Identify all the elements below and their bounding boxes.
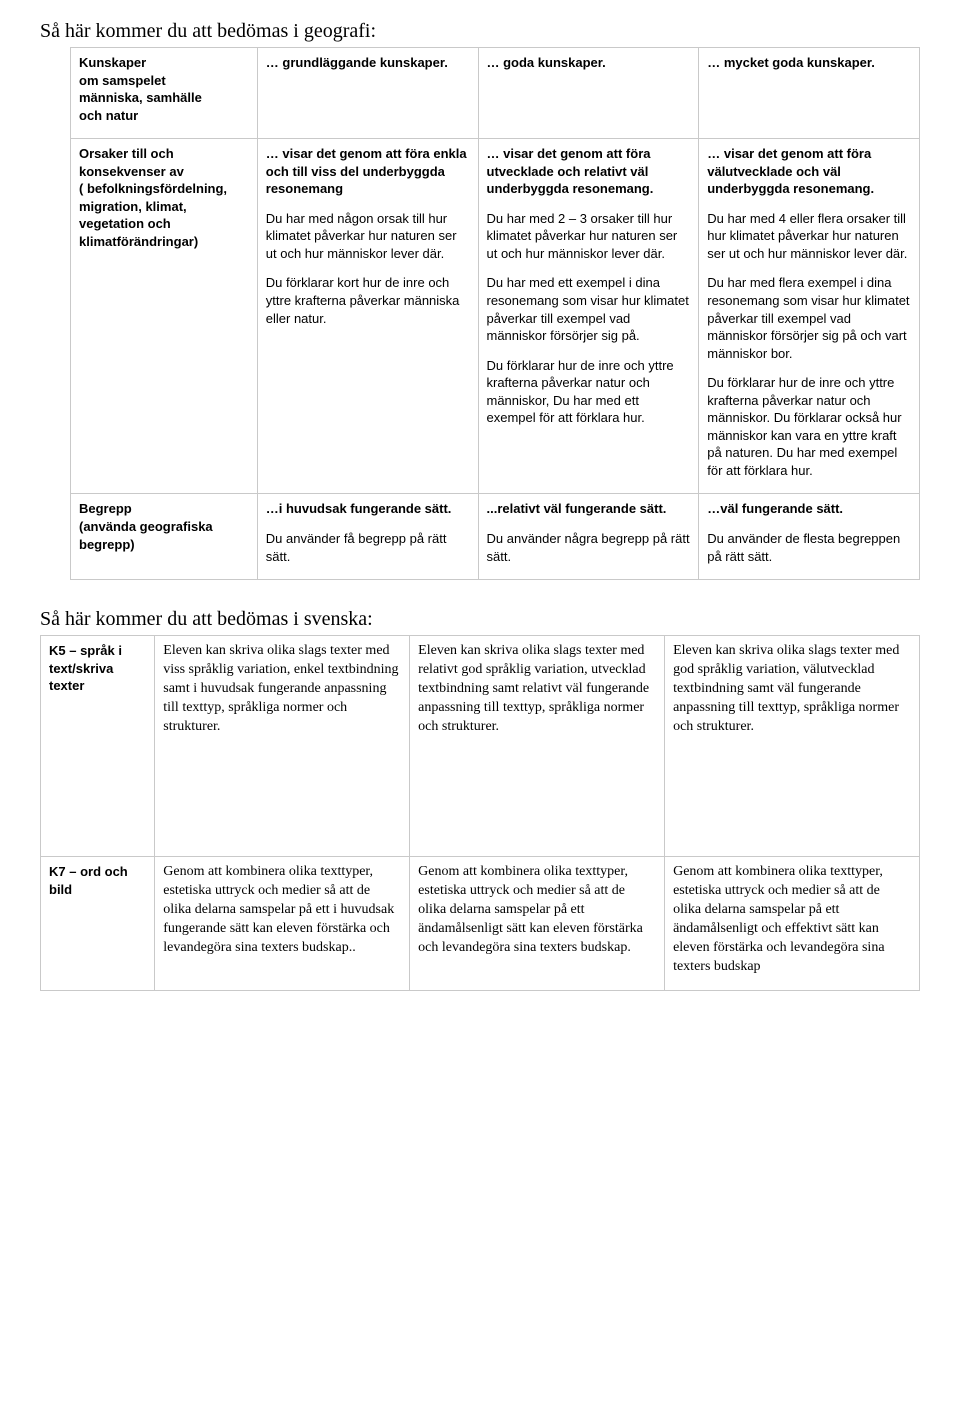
cell-para: Du har med ett exempel i dina resonemang… xyxy=(487,274,691,344)
sv-r1-c4: Eleven kan skriva olika slags texter med… xyxy=(665,636,920,857)
cell-para: Du har med någon orsak till hur klimatet… xyxy=(266,210,470,263)
cell-para: Du förklarar hur de inre och yttre kraft… xyxy=(487,357,691,427)
cell-para: Du har med flera exempel i dina resonema… xyxy=(707,274,911,362)
cell-text: Orsaker till och konsekvenser av ( befol… xyxy=(79,146,227,249)
geo-r1-c3: … visar det genom att föra utvecklade oc… xyxy=(478,139,699,494)
cell-text: … grundläggande kunskaper. xyxy=(266,55,448,70)
table-row: Kunskaper om samspelet människa, samhäll… xyxy=(71,48,920,139)
sv-r2-c4: Genom att kombinera olika texttyper, est… xyxy=(665,857,920,991)
sv-table: K5 – språk i text/skriva texter Eleven k… xyxy=(40,635,920,991)
geo-header-c2: … grundläggande kunskaper. xyxy=(257,48,478,139)
sv-r1-c3: Eleven kan skriva olika slags texter med… xyxy=(410,636,665,857)
geo-r2-c3: ...relativt väl fungerande sätt. Du anvä… xyxy=(478,494,699,580)
cell-para: Du använder få begrepp på rätt sätt. xyxy=(266,530,470,565)
cell-para: Du har med 4 eller flera orsaker till hu… xyxy=(707,210,911,263)
sv-r1-c1: K5 – språk i text/skriva texter xyxy=(41,636,155,857)
cell-para: Du använder de flesta begreppen på rätt … xyxy=(707,530,911,565)
table-row: K5 – språk i text/skriva texter Eleven k… xyxy=(41,636,920,857)
sv-title: Så här kommer du att bedömas i svenska: xyxy=(40,608,920,631)
geo-r1-c1: Orsaker till och konsekvenser av ( befol… xyxy=(71,139,258,494)
cell-lead: ...relativt väl fungerande sätt. xyxy=(487,500,691,518)
sv-r2-c1: K7 – ord och bild xyxy=(41,857,155,991)
cell-para: Du använder några begrepp på rätt sätt. xyxy=(487,530,691,565)
cell-para: Du har med 2 – 3 orsaker till hur klimat… xyxy=(487,210,691,263)
geo-title: Så här kommer du att bedömas i geografi: xyxy=(40,20,920,43)
geo-r1-c2: … visar det genom att föra enkla och til… xyxy=(257,139,478,494)
geo-header-c4: … mycket goda kunskaper. xyxy=(699,48,920,139)
cell-text: Kunskaper om samspelet människa, samhäll… xyxy=(79,55,202,123)
sv-r1-c2: Eleven kan skriva olika slags texter med… xyxy=(155,636,410,857)
geo-r2-c4: …väl fungerande sätt. Du använder de fle… xyxy=(699,494,920,580)
geo-r2-c1: Begrepp (använda geografiska begrepp) xyxy=(71,494,258,580)
table-row: Orsaker till och konsekvenser av ( befol… xyxy=(71,139,920,494)
cell-lead: …väl fungerande sätt. xyxy=(707,500,911,518)
cell-lead: … visar det genom att föra enkla och til… xyxy=(266,145,470,198)
cell-para: Du förklarar hur de inre och yttre kraft… xyxy=(707,374,911,479)
geo-r2-c2: …i huvudsak fungerande sätt. Du använder… xyxy=(257,494,478,580)
geo-header-c3: … goda kunskaper. xyxy=(478,48,699,139)
cell-lead: … visar det genom att föra välutvecklade… xyxy=(707,145,911,198)
geo-table: Kunskaper om samspelet människa, samhäll… xyxy=(70,47,920,580)
sv-r2-c3: Genom att kombinera olika texttyper, est… xyxy=(410,857,665,991)
table-row: Begrepp (använda geografiska begrepp) …i… xyxy=(71,494,920,580)
cell-text: … mycket goda kunskaper. xyxy=(707,55,875,70)
cell-text: … goda kunskaper. xyxy=(487,55,606,70)
geo-header-c1: Kunskaper om samspelet människa, samhäll… xyxy=(71,48,258,139)
cell-text: Begrepp (använda geografiska begrepp) xyxy=(79,501,213,551)
sv-r2-c2: Genom att kombinera olika texttyper, est… xyxy=(155,857,410,991)
geo-r1-c4: … visar det genom att föra välutvecklade… xyxy=(699,139,920,494)
cell-lead: …i huvudsak fungerande sätt. xyxy=(266,500,470,518)
table-row: K7 – ord och bild Genom att kombinera ol… xyxy=(41,857,920,991)
cell-para: Du förklarar kort hur de inre och yttre … xyxy=(266,274,470,327)
cell-lead: … visar det genom att föra utvecklade oc… xyxy=(487,145,691,198)
